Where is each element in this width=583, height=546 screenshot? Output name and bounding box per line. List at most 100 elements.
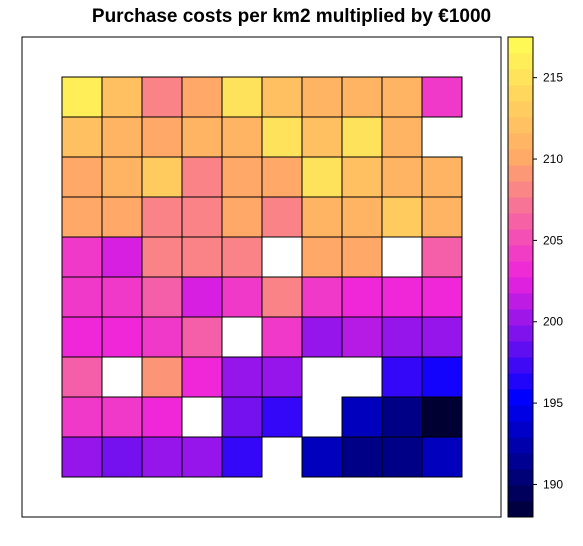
heatmap-cell — [301, 236, 343, 278]
colorbar-band — [508, 197, 533, 214]
heatmap-cell — [101, 76, 143, 118]
heatmap-cell — [101, 196, 143, 238]
colorbar-band — [508, 133, 533, 150]
colorbar-band — [508, 149, 533, 166]
heatmap-cell — [61, 236, 103, 278]
heatmap-cell — [341, 156, 383, 198]
heatmap-cell — [141, 276, 183, 318]
heatmap-cell — [181, 356, 223, 398]
heatmap-cell — [381, 396, 423, 438]
heatmap-cell — [101, 396, 143, 438]
heatmap-cell — [181, 116, 223, 158]
colorbar-tick-label: 210 — [543, 152, 563, 166]
heatmap-cell — [61, 276, 103, 318]
heatmap-cell — [141, 196, 183, 238]
colorbar-band — [508, 309, 533, 326]
colorbar-band — [508, 165, 533, 182]
colorbar-band — [508, 261, 533, 278]
heatmap-cell — [341, 76, 383, 118]
heatmap-cell — [101, 116, 143, 158]
heatmap-cell — [341, 196, 383, 238]
heatmap-cell — [341, 236, 383, 278]
heatmap-cell — [301, 196, 343, 238]
heatmap-cell — [341, 316, 383, 358]
colorbar-tick-label: 195 — [543, 396, 563, 410]
heatmap-cell — [381, 316, 423, 358]
colorbar-band — [508, 405, 533, 422]
heatmap-cell — [221, 436, 263, 478]
heatmap-cell — [381, 196, 423, 238]
heatmap-cell — [61, 316, 103, 358]
heatmap-cell — [301, 276, 343, 318]
heatmap-cell — [421, 276, 463, 318]
heatmap-cell — [421, 316, 463, 358]
heatmap-cell — [341, 396, 383, 438]
heatmap-cell — [301, 436, 343, 478]
heatmap-cell — [341, 276, 383, 318]
heatmap-cell — [181, 236, 223, 278]
colorbar-band — [508, 213, 533, 230]
heatmap-cell — [421, 76, 463, 118]
heatmap-cell — [381, 156, 423, 198]
heatmap-cell — [221, 356, 263, 398]
heatmap-cell — [301, 156, 343, 198]
colorbar-band — [508, 101, 533, 118]
colorbar-tick-label: 215 — [543, 71, 563, 85]
colorbar-tick-label: 205 — [543, 233, 563, 247]
heatmap-cell — [341, 116, 383, 158]
heatmap-cell — [421, 196, 463, 238]
heatmap-cell — [301, 116, 343, 158]
heatmap-cell — [261, 116, 303, 158]
colorbar-band — [508, 325, 533, 342]
colorbar-band — [508, 37, 533, 54]
heatmap-cell — [181, 276, 223, 318]
colorbar-band — [508, 373, 533, 390]
heatmap-cell — [61, 156, 103, 198]
heatmap-cell — [181, 76, 223, 118]
heatmap-cell — [141, 356, 183, 398]
heatmap-cell — [381, 116, 423, 158]
heatmap-cell — [61, 116, 103, 158]
heatmap-cell — [141, 436, 183, 478]
heatmap-cell — [261, 156, 303, 198]
heatmap-cell — [261, 356, 303, 398]
heatmap-cell — [421, 396, 463, 438]
heatmap-cell — [141, 236, 183, 278]
heatmap-cell — [341, 436, 383, 478]
heatmap-cell — [141, 76, 183, 118]
colorbar-band — [508, 117, 533, 134]
heatmap-cell — [221, 236, 263, 278]
colorbar-band — [508, 501, 533, 518]
heatmap-cell — [101, 316, 143, 358]
heatmap-cell — [181, 156, 223, 198]
colorbar-tick-label: 190 — [543, 477, 563, 491]
heatmap-cell — [141, 396, 183, 438]
heatmap-cell — [421, 156, 463, 198]
heatmap-cell — [261, 196, 303, 238]
heatmap-cell — [261, 396, 303, 438]
heatmap-cell — [181, 316, 223, 358]
heatmap-cell — [221, 76, 263, 118]
heatmap-cell — [221, 116, 263, 158]
heatmap-cell — [261, 276, 303, 318]
colorbar-band — [508, 421, 533, 438]
heatmap-cell — [381, 356, 423, 398]
heatmap-cell — [221, 276, 263, 318]
heatmap-cell — [221, 396, 263, 438]
heatmap-cell — [181, 436, 223, 478]
colorbar-band — [508, 357, 533, 374]
heatmap-cell — [141, 316, 183, 358]
heatmap-cell — [261, 316, 303, 358]
heatmap-cell — [61, 76, 103, 118]
heatmap-cell — [301, 316, 343, 358]
colorbar-band — [508, 485, 533, 502]
colorbar-band — [508, 453, 533, 470]
heatmap-cell — [101, 236, 143, 278]
colorbar-band — [508, 341, 533, 358]
colorbar-band — [508, 53, 533, 70]
colorbar-ticks: 190 195 200 205 210 215 — [533, 71, 563, 491]
colorbar-band — [508, 469, 533, 486]
colorbar-band — [508, 69, 533, 86]
colorbar-band — [508, 277, 533, 294]
